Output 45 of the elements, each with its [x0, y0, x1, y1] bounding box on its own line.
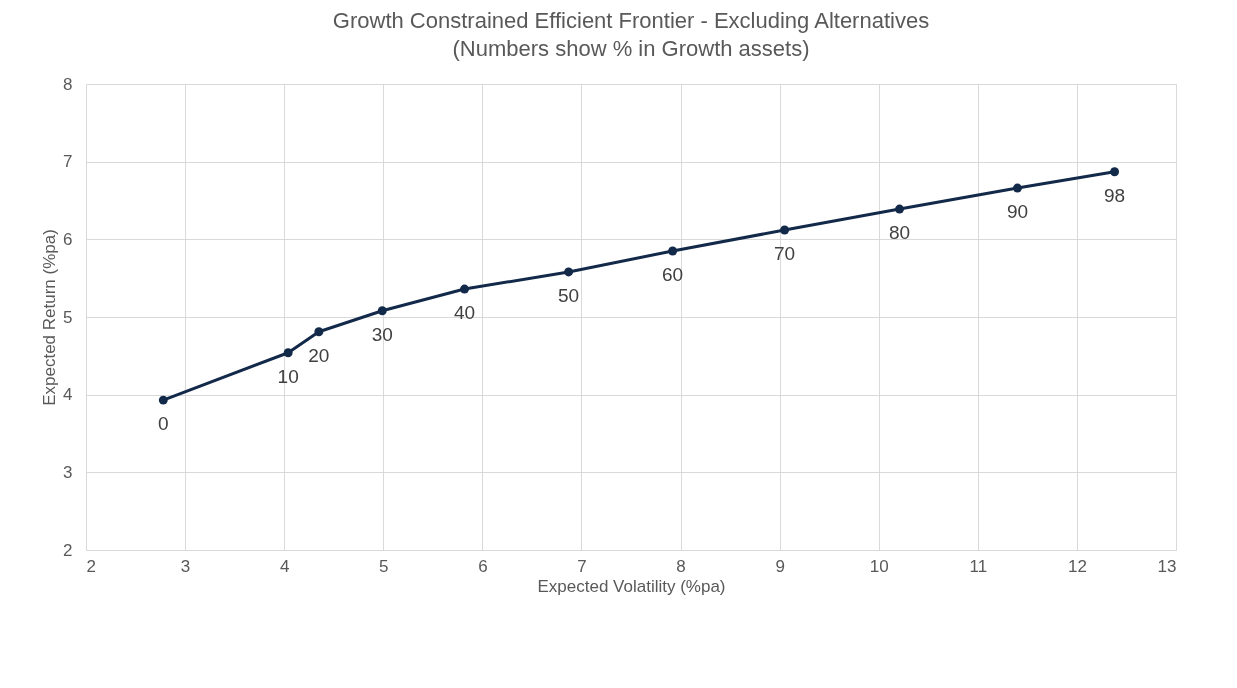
x-tick-label: 7	[577, 556, 587, 576]
chart-title: Growth Constrained Efficient Frontier - Excluding Alternatives	[332, 8, 930, 33]
point	[564, 267, 574, 277]
annotation: 90	[1006, 201, 1029, 223]
annotation: 60	[662, 263, 684, 285]
x-axis-title: Expected Volatility (%pa)	[537, 576, 726, 596]
y-tick-label: 6	[63, 229, 73, 249]
x-tick-label: 9	[775, 556, 785, 576]
point	[895, 204, 905, 214]
y-tick-label: 3	[63, 462, 73, 482]
point	[668, 246, 678, 256]
point	[780, 225, 790, 235]
point	[377, 306, 387, 316]
annotation: 20	[308, 344, 330, 366]
point	[314, 327, 324, 337]
point	[1110, 167, 1120, 177]
x-tick-label: 4	[279, 556, 290, 576]
y-tick-label: 4	[63, 385, 73, 405]
annotation: 80	[888, 222, 911, 244]
y-tick-label: 2	[63, 540, 73, 560]
point	[283, 348, 293, 358]
x-tick-label: 3	[180, 556, 191, 576]
point	[1012, 183, 1022, 193]
y-tick-label: 8	[63, 74, 73, 94]
x-tick-label: 5	[379, 556, 389, 576]
x-tick-label: 8	[676, 556, 686, 576]
point	[158, 395, 168, 405]
y-tick-label: 7	[63, 152, 73, 172]
y-tick-label: 5	[63, 307, 73, 327]
chart-subtitle: (Numbers show % in Growth assets)	[452, 36, 810, 61]
annotation: 40	[453, 302, 476, 324]
x-tick-label: 12	[1067, 556, 1087, 576]
x-tick-label: 6	[478, 556, 488, 576]
annotation: 30	[371, 323, 393, 345]
annotation: 70	[774, 243, 796, 265]
x-tick-label: 11	[969, 556, 988, 576]
point	[460, 284, 469, 294]
annotation: 10	[277, 365, 299, 387]
y-axis-title: Expected Return (%pa)	[40, 229, 60, 406]
annotation: 0	[158, 413, 169, 435]
x-tick-label: 2	[86, 556, 96, 576]
annotation: 98	[1103, 184, 1126, 206]
x-tick-label: 10	[869, 556, 889, 576]
annotation: 50	[558, 284, 580, 306]
x-tick-label: 13	[1157, 556, 1177, 576]
